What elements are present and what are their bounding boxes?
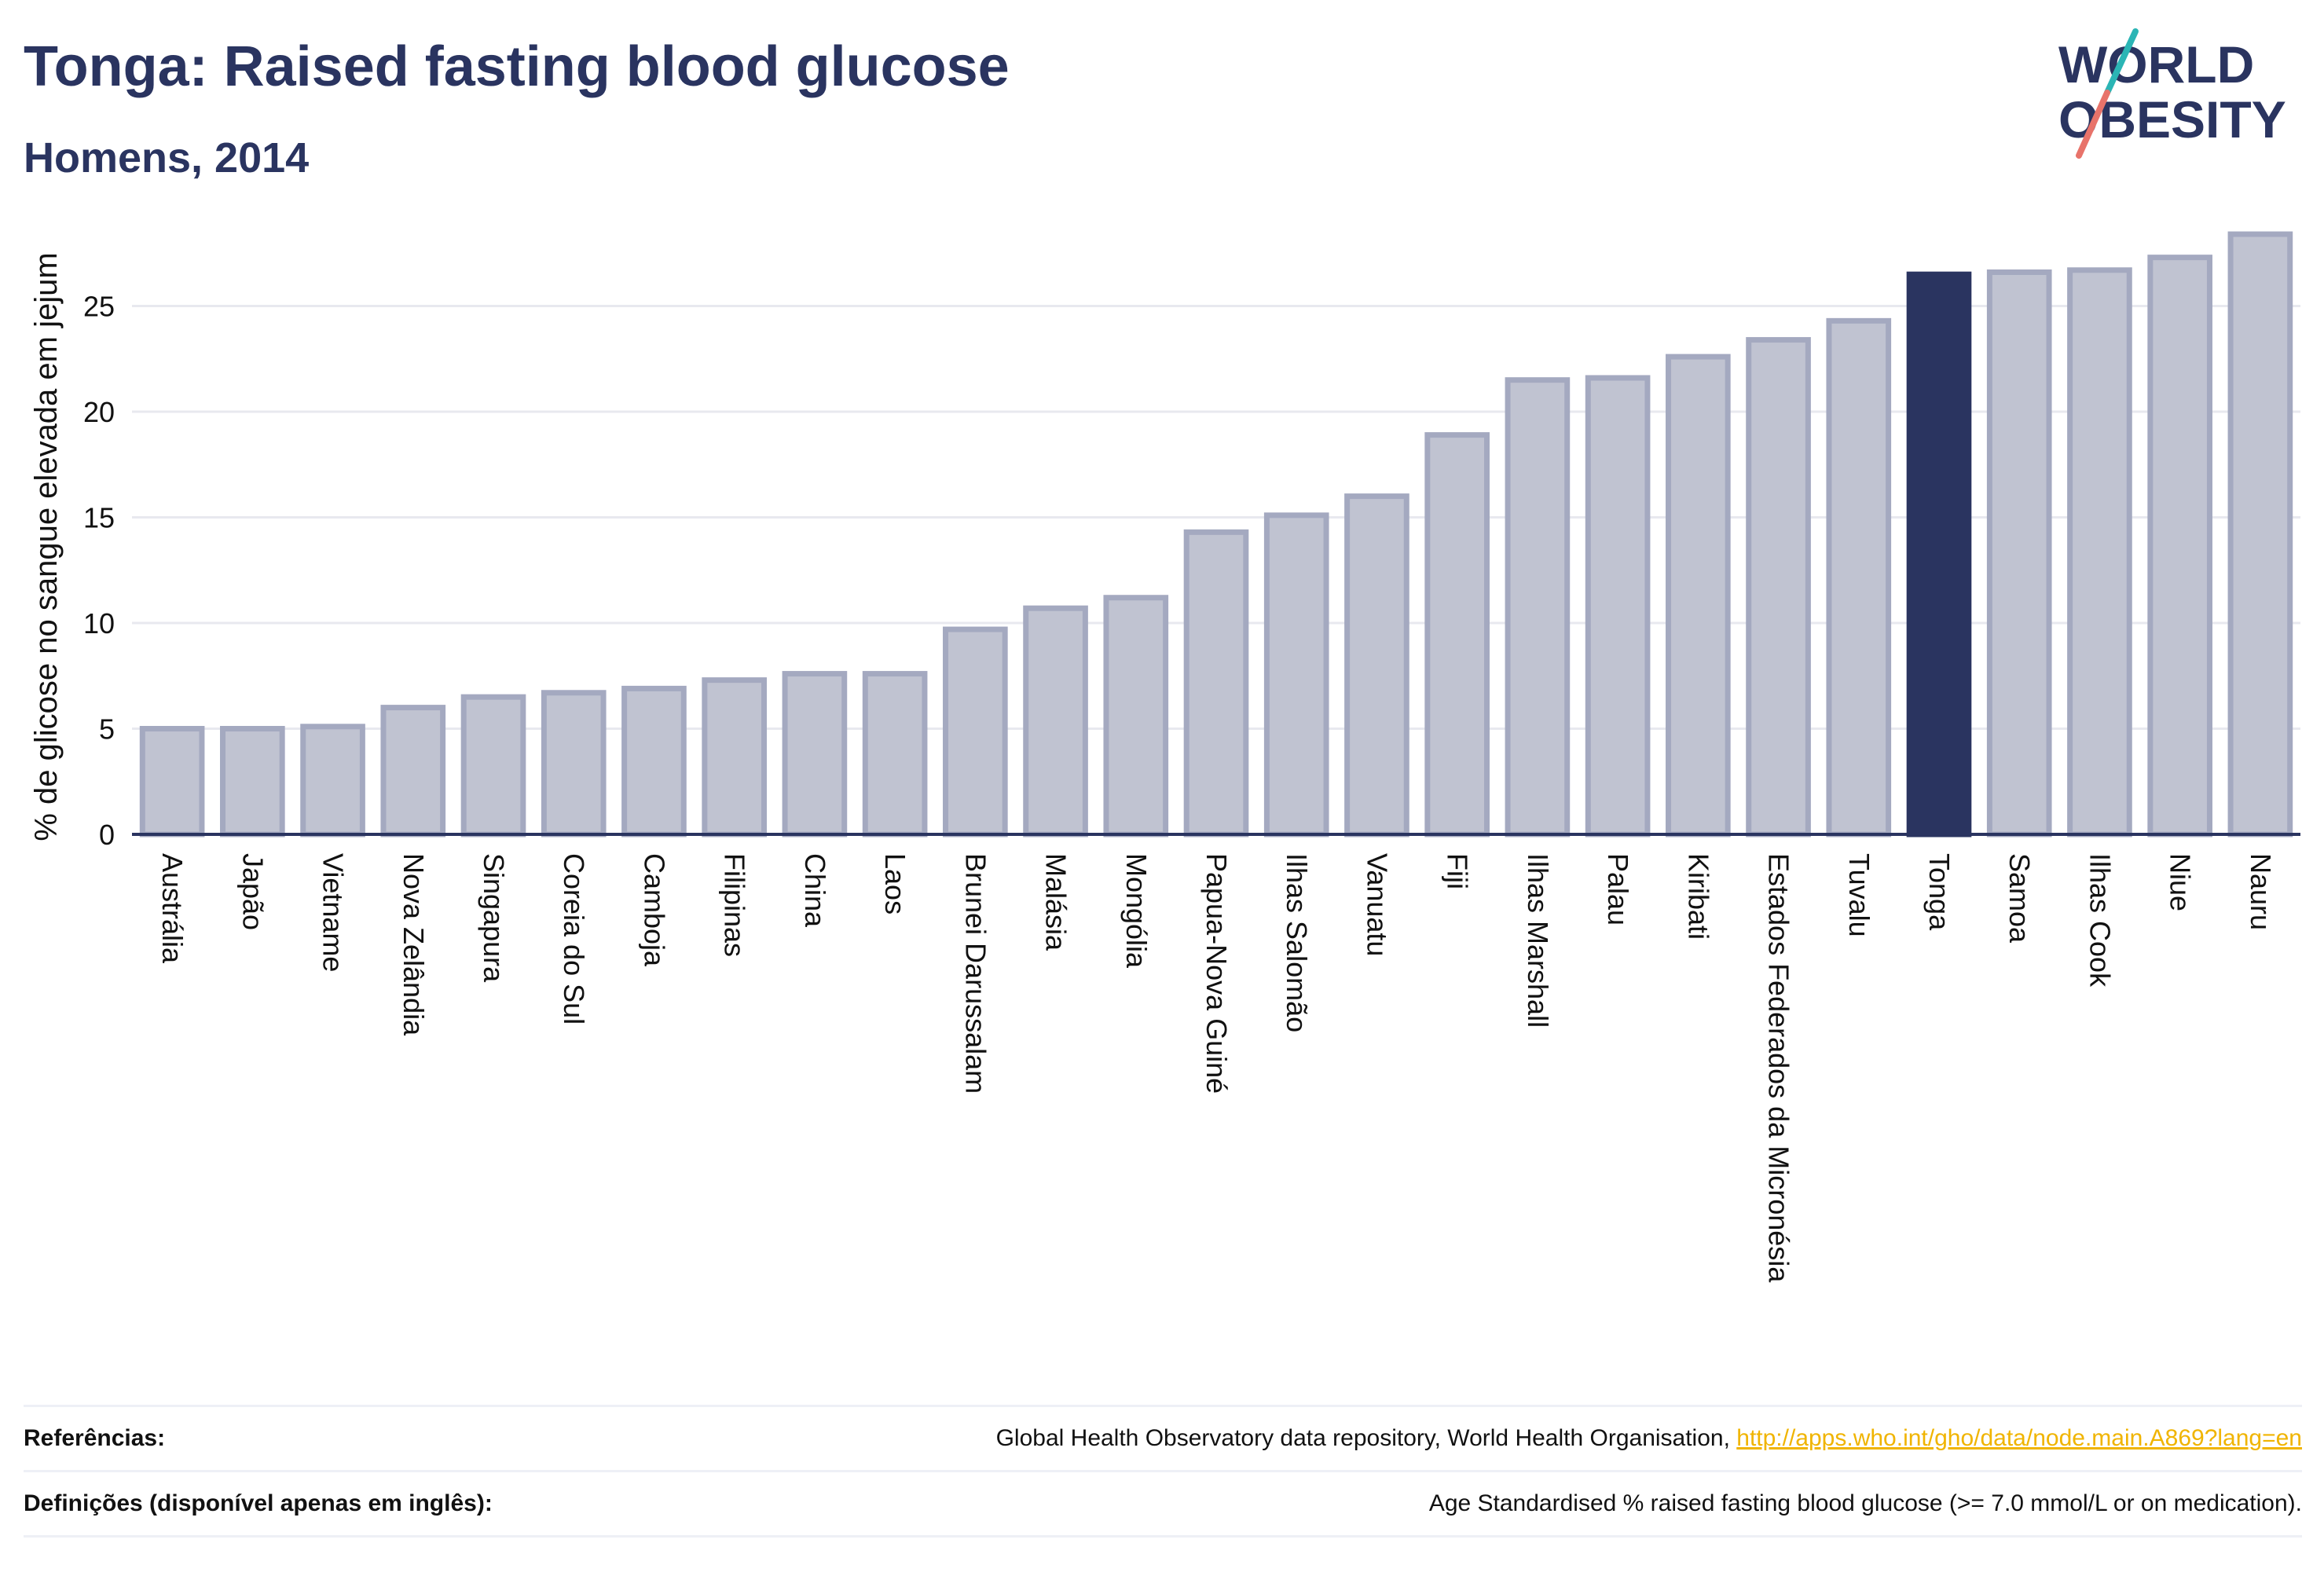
- definitions-row: Definições (disponível apenas em inglês)…: [24, 1470, 2302, 1538]
- bar-brunei-darussalam[interactable]: [943, 626, 1008, 837]
- x-tick-label: Vietname: [317, 853, 350, 972]
- bar-fiji[interactable]: [1424, 432, 1490, 837]
- bar-ilhas-cook[interactable]: [2067, 267, 2132, 837]
- x-tick-label: Tonga: [1923, 853, 1956, 931]
- x-tick-label: Tuvalu: [1843, 853, 1875, 937]
- y-axis-label: % de glicose no sangue elevada em jejum: [29, 252, 64, 841]
- x-tick-label: China: [799, 853, 831, 928]
- x-tick-label: Palau: [1602, 853, 1634, 925]
- y-tick-label: 5: [99, 713, 115, 746]
- bar-mal-sia[interactable]: [1023, 605, 1088, 837]
- x-tick-label: Nauru: [2245, 853, 2277, 930]
- x-tick-label: Coreia do Sul: [558, 853, 590, 1024]
- references-link[interactable]: http://apps.who.int/gho/data/node.main.A…: [1736, 1425, 2302, 1451]
- x-tick-label: Vanuatu: [1361, 853, 1393, 956]
- logo-slash-teal: [2104, 28, 2139, 96]
- bar-estados-federados-da-micron-sia[interactable]: [1746, 337, 1811, 837]
- bar-tuvalu[interactable]: [1826, 317, 1892, 837]
- x-tick-label: Kiribati: [1682, 853, 1714, 940]
- footer: Referências: Global Health Observatory d…: [24, 1405, 2302, 1538]
- bar-camboja[interactable]: [621, 685, 687, 837]
- bar-niue[interactable]: [2147, 255, 2212, 837]
- bar-vietname[interactable]: [300, 724, 365, 837]
- chart-title: Tonga: Raised fasting blood glucose: [24, 35, 1010, 98]
- bar-jap-o[interactable]: [220, 726, 285, 837]
- references-value: Global Health Observatory data repositor…: [996, 1425, 2302, 1452]
- x-tick-label: Japão: [236, 853, 269, 930]
- bar-nova-zel-ndia[interactable]: [380, 705, 446, 837]
- x-tick-label: Malásia: [1040, 853, 1072, 951]
- bar-austr-lia[interactable]: [139, 726, 205, 837]
- references-label: Referências:: [24, 1425, 166, 1451]
- references-text: Global Health Observatory data repositor…: [995, 1425, 1737, 1451]
- bar-tonga[interactable]: [1906, 271, 1972, 837]
- x-tick-label: Estados Federados da Micronésia: [1763, 853, 1795, 1283]
- bar-mong-lia[interactable]: [1103, 595, 1169, 837]
- bar-vanuatu[interactable]: [1344, 493, 1409, 837]
- x-tick-label: Brunei Darussalam: [959, 853, 992, 1094]
- bar-palau[interactable]: [1585, 375, 1651, 837]
- bar-samoa[interactable]: [1986, 269, 2052, 837]
- x-tick-label: Ilhas Salomão: [1281, 853, 1313, 1032]
- y-tick-label: 20: [83, 396, 115, 428]
- y-tick-label: 0: [99, 819, 115, 851]
- y-tick-label: 25: [83, 291, 115, 323]
- bar-kiribati[interactable]: [1666, 354, 1731, 837]
- logo-slash-coral: [2076, 90, 2110, 159]
- x-tick-label: Samoa: [2003, 853, 2036, 944]
- bar-laos[interactable]: [862, 671, 928, 837]
- bar-ilhas-marshall[interactable]: [1505, 377, 1571, 837]
- x-tick-label: Filipinas: [719, 853, 751, 957]
- references-row: Referências: Global Health Observatory d…: [24, 1405, 2302, 1470]
- bar-singapura[interactable]: [460, 694, 526, 837]
- x-tick-label: Papua-Nova Guiné: [1200, 853, 1233, 1094]
- y-tick-label: 15: [83, 502, 115, 534]
- x-tick-label: Ilhas Marshall: [1522, 853, 1554, 1028]
- x-tick-label: Ilhas Cook: [2084, 853, 2116, 988]
- axes: 0 5 10 15 20 25 Austrália Japão Vietname Nova Zel…: [83, 291, 2300, 1283]
- bar-coreia-do-sul[interactable]: [541, 690, 607, 837]
- x-tick-label: Laos: [879, 853, 911, 914]
- chart-subtitle: Homens, 2014: [24, 134, 310, 181]
- logo-line1: WORLD: [2058, 35, 2254, 93]
- world-obesity-logo: WORLD OBESITY: [2058, 28, 2286, 159]
- x-tick-label: Nova Zelândia: [398, 853, 430, 1036]
- x-tick-label: Niue: [2165, 853, 2197, 911]
- bars: [139, 231, 2293, 837]
- bar-papua-nova-guin-[interactable]: [1183, 529, 1249, 837]
- x-tick-label: Austrália: [156, 853, 189, 964]
- definitions-label: Definições (disponível apenas em inglês)…: [24, 1490, 493, 1516]
- x-tick-label: Fiji: [1442, 853, 1474, 889]
- bar-nauru[interactable]: [2227, 231, 2293, 837]
- x-tick-label: Camboja: [638, 853, 670, 967]
- bar-chart: 0 5 10 15 20 25 Austrália Japão Vietname Nova Zel…: [29, 231, 2300, 1283]
- x-tick-label: Mongólia: [1120, 853, 1153, 969]
- bar-ilhas-salom-o[interactable]: [1263, 512, 1329, 837]
- definitions-text: Age Standardised % raised fasting blood …: [1428, 1490, 2302, 1516]
- bar-china[interactable]: [782, 671, 848, 837]
- y-tick-label: 10: [83, 607, 115, 640]
- bar-filipinas[interactable]: [702, 677, 767, 837]
- x-tick-label: Singapura: [478, 853, 510, 983]
